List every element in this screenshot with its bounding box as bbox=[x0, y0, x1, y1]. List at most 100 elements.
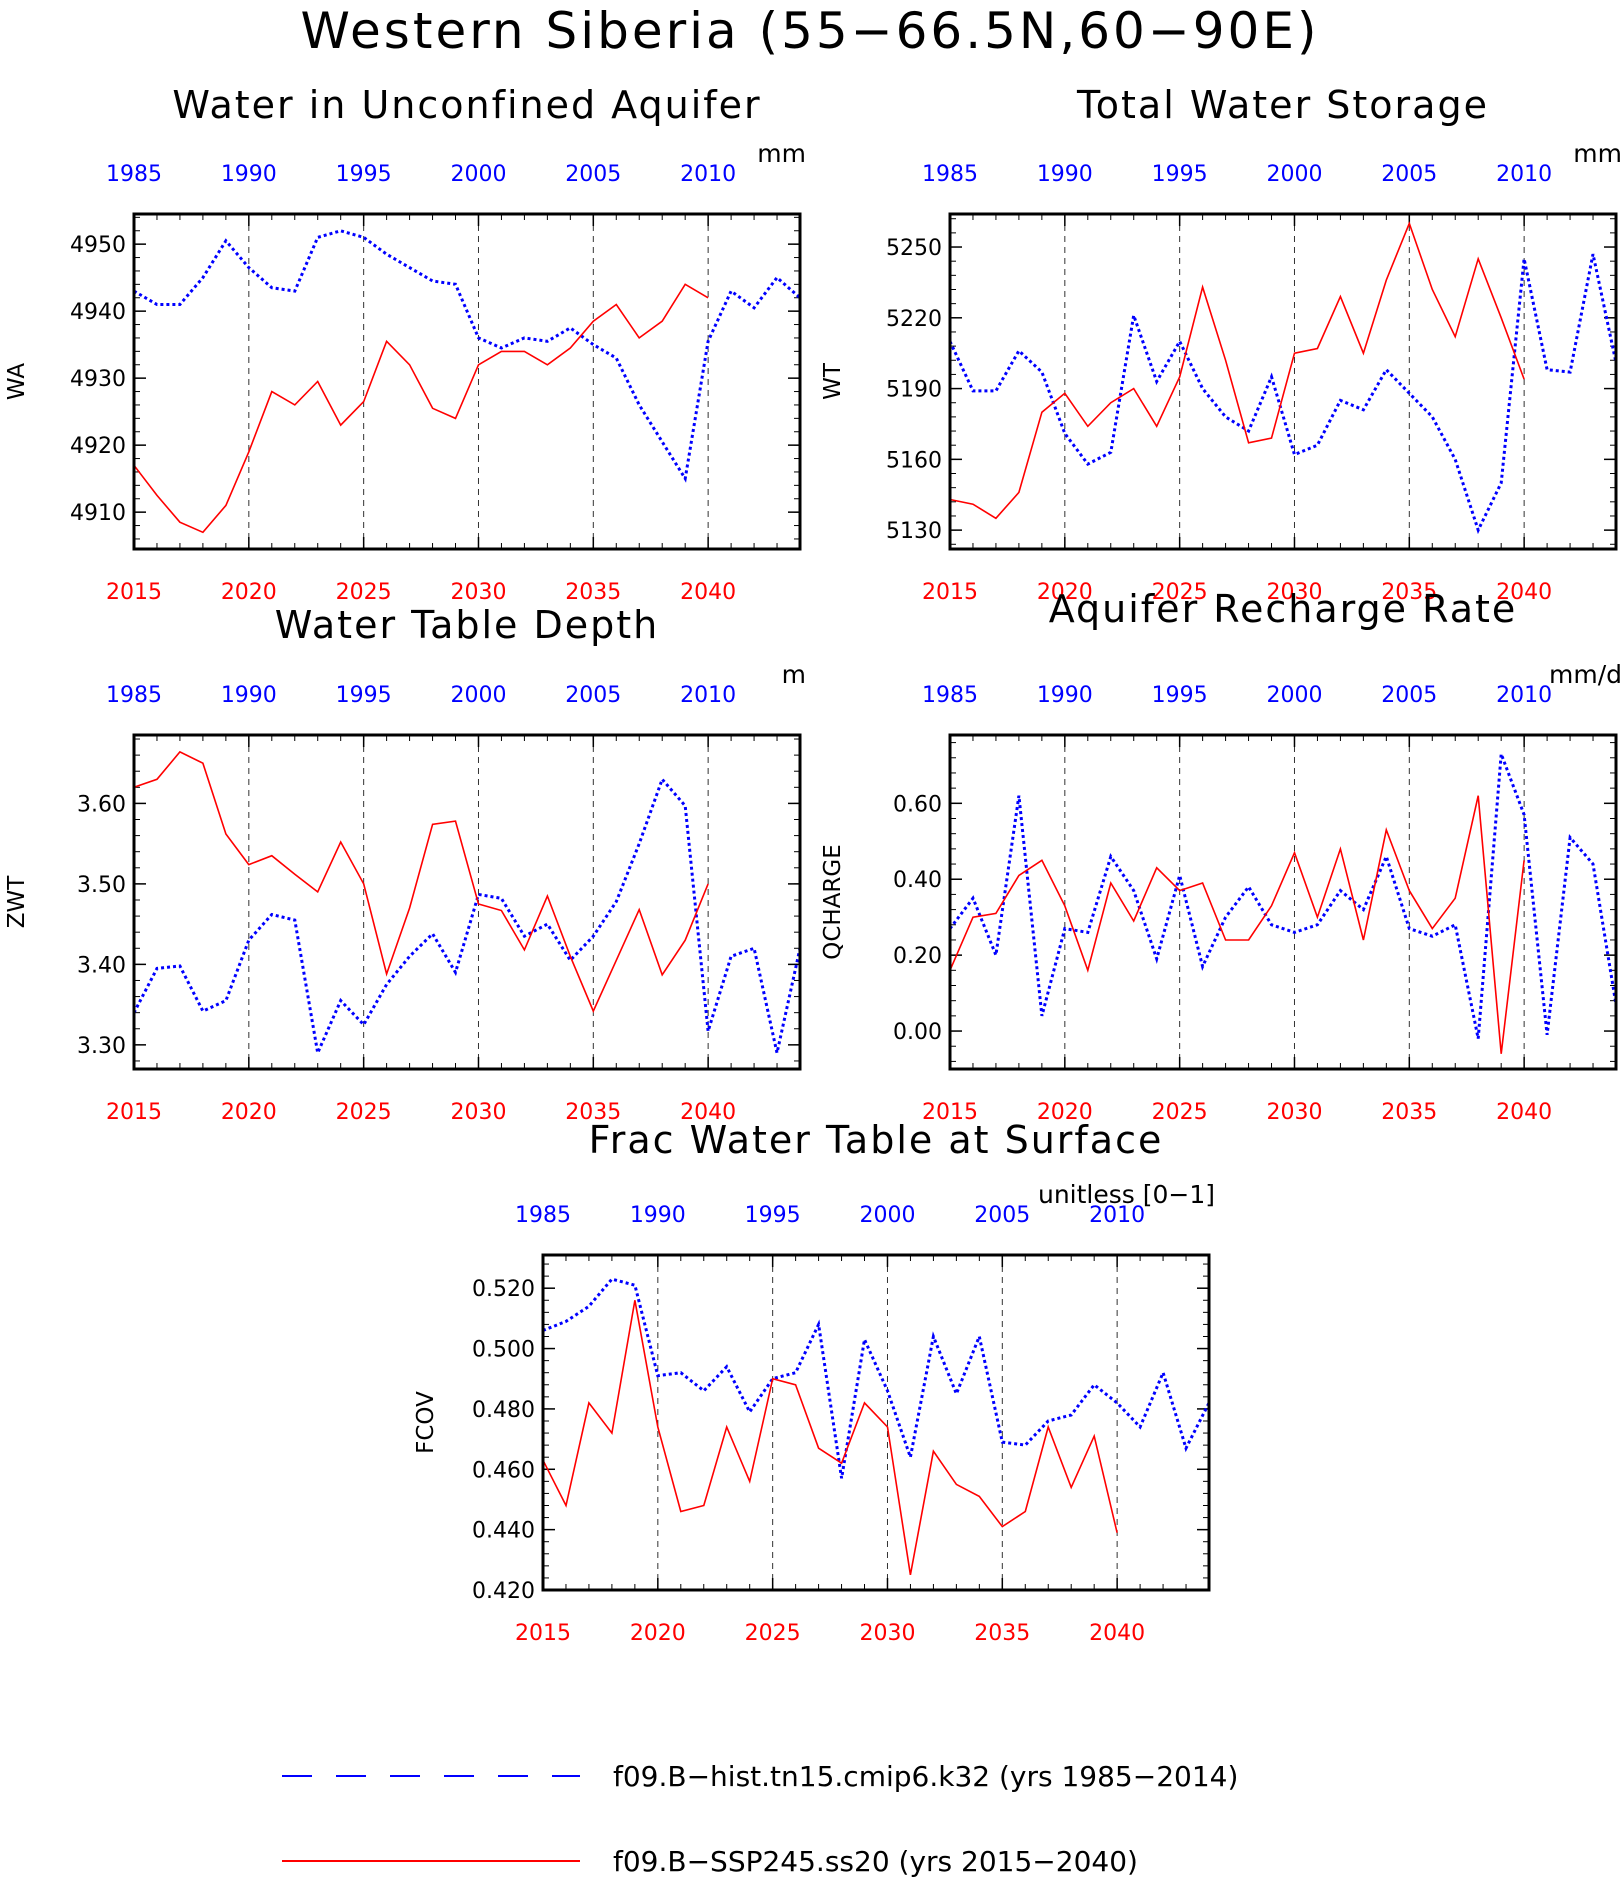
y-tick-label: 3.60 bbox=[77, 792, 126, 817]
figure-title: Western Siberia (55−66.5N,60−90E) bbox=[301, 2, 1320, 60]
x-top-tick-label: 2005 bbox=[565, 683, 621, 708]
x-top-tick-label: 2000 bbox=[1266, 162, 1322, 187]
y-tick-label: 0.60 bbox=[893, 792, 942, 817]
series-line-ssp bbox=[949, 795, 1525, 1054]
y-axis-label: QCHARGE bbox=[820, 844, 846, 960]
x-top-tick-label: 1995 bbox=[1152, 683, 1208, 708]
x-top-tick-label: 2010 bbox=[1496, 683, 1552, 708]
panel-4: Frac Water Table at Surface unitless [0−1… bbox=[413, 1118, 1215, 1646]
x-bottom-tick-label: 2025 bbox=[1152, 580, 1208, 605]
series-line-hist bbox=[133, 229, 801, 483]
x-bottom-tick-label: 2035 bbox=[1381, 1100, 1437, 1125]
x-bottom-tick-label: 2025 bbox=[1152, 1100, 1208, 1125]
y-tick-label: 3.30 bbox=[77, 1034, 126, 1059]
x-top-tick-label: 2005 bbox=[565, 162, 621, 187]
y-tick-label: 0.440 bbox=[472, 1519, 535, 1544]
panel-title: Aquifer Recharge Rate bbox=[1049, 587, 1518, 631]
x-top-tick-label: 1985 bbox=[515, 1203, 571, 1228]
x-bottom-tick-label: 2025 bbox=[336, 580, 392, 605]
series-line-hist bbox=[132, 776, 802, 1059]
units-label: mm bbox=[1573, 139, 1621, 168]
x-bottom-tick-label: 2035 bbox=[1381, 580, 1437, 605]
x-top-tick-label: 1995 bbox=[1152, 162, 1208, 187]
x-top-tick-label: 2005 bbox=[1381, 162, 1437, 187]
plot-frame bbox=[948, 733, 1618, 1071]
y-tick-label: 0.40 bbox=[893, 868, 942, 893]
plot-frame bbox=[132, 212, 802, 551]
x-top-tick-label: 2005 bbox=[974, 1203, 1030, 1228]
y-tick-label: 0.20 bbox=[893, 944, 942, 969]
x-bottom-tick-label: 2020 bbox=[630, 1621, 686, 1646]
x-top-tick-label: 2010 bbox=[680, 683, 736, 708]
legend-label-ssp: f09.B−SSP245.ss20 (yrs 2015−2040) bbox=[613, 1845, 1138, 1878]
y-tick-label: 0.420 bbox=[472, 1579, 535, 1604]
x-bottom-tick-label: 2025 bbox=[336, 1100, 392, 1125]
units-label: unitless [0−1] bbox=[1038, 1180, 1215, 1209]
series-line-ssp bbox=[133, 750, 709, 1014]
x-bottom-tick-label: 2020 bbox=[1037, 1100, 1093, 1125]
series-line-ssp bbox=[542, 1300, 1118, 1576]
units-label: mm bbox=[757, 139, 806, 168]
x-top-tick-label: 2010 bbox=[680, 162, 736, 187]
x-top-tick-label: 2000 bbox=[1266, 683, 1322, 708]
x-bottom-tick-label: 2040 bbox=[680, 580, 736, 605]
legend: f09.B−hist.tn15.cmip6.k32 (yrs 1985−2014… bbox=[282, 1760, 1238, 1878]
x-top-tick-label: 2000 bbox=[859, 1203, 915, 1228]
x-top-tick-label: 2005 bbox=[1381, 683, 1437, 708]
x-bottom-tick-label: 2040 bbox=[680, 1100, 736, 1125]
x-top-tick-label: 1990 bbox=[1037, 683, 1093, 708]
y-tick-label: 3.40 bbox=[77, 953, 126, 978]
x-bottom-tick-label: 2020 bbox=[1037, 580, 1093, 605]
y-tick-label: 5220 bbox=[886, 307, 942, 332]
y-tick-label: 0.480 bbox=[472, 1398, 535, 1423]
x-bottom-tick-label: 2030 bbox=[859, 1621, 915, 1646]
x-bottom-tick-label: 2015 bbox=[106, 1100, 162, 1125]
plot-frame bbox=[132, 733, 802, 1071]
x-top-tick-label: 1990 bbox=[221, 683, 277, 708]
x-top-tick-label: 2010 bbox=[1496, 162, 1552, 187]
x-top-tick-label: 2000 bbox=[450, 683, 506, 708]
x-top-tick-label: 1985 bbox=[106, 162, 162, 187]
x-bottom-tick-label: 2040 bbox=[1496, 1100, 1552, 1125]
x-top-tick-label: 1985 bbox=[106, 683, 162, 708]
y-tick-label: 0.00 bbox=[893, 1020, 942, 1045]
x-bottom-tick-label: 2040 bbox=[1496, 580, 1552, 605]
x-bottom-tick-label: 2030 bbox=[1266, 1100, 1322, 1125]
y-axis-label: ZWT bbox=[4, 875, 30, 928]
x-top-tick-label: 1985 bbox=[922, 162, 978, 187]
x-bottom-tick-label: 2015 bbox=[515, 1621, 571, 1646]
panel-1: Total Water Storage mm WT 5130 5160 5190 5220 5… bbox=[820, 83, 1621, 605]
x-top-tick-label: 2000 bbox=[450, 162, 506, 187]
panel-2: Water Table Depth m ZWT 3.30 3.40 3.50 3.60 201… bbox=[4, 603, 806, 1125]
panel-title: Total Water Storage bbox=[1076, 83, 1489, 127]
panel-0: Water in Unconfined Aquifer mm WA 4910 4920 4… bbox=[4, 83, 806, 605]
x-top-tick-label: 1995 bbox=[336, 683, 392, 708]
y-tick-label: 5130 bbox=[886, 519, 942, 544]
y-tick-label: 5190 bbox=[886, 378, 942, 403]
x-top-tick-label: 1990 bbox=[630, 1203, 686, 1228]
x-bottom-tick-label: 2020 bbox=[221, 1100, 277, 1125]
y-axis-label: WT bbox=[820, 362, 846, 400]
panels-container: Water in Unconfined Aquifer mm WA 4910 4920 4… bbox=[4, 83, 1621, 1646]
series-line-ssp bbox=[133, 283, 709, 534]
y-axis-label: WA bbox=[4, 363, 30, 400]
x-bottom-tick-label: 2015 bbox=[922, 580, 978, 605]
y-tick-label: 0.500 bbox=[472, 1338, 535, 1363]
y-tick-label: 5250 bbox=[886, 236, 942, 261]
x-bottom-tick-label: 2030 bbox=[450, 1100, 506, 1125]
plot-frame bbox=[541, 1253, 1211, 1592]
y-tick-label: 3.50 bbox=[77, 873, 126, 898]
x-top-tick-label: 1985 bbox=[922, 683, 978, 708]
x-bottom-tick-label: 2035 bbox=[565, 580, 621, 605]
legend-label-hist: f09.B−hist.tn15.cmip6.k32 (yrs 1985−2014… bbox=[613, 1760, 1238, 1793]
series-line-hist bbox=[542, 1277, 1211, 1479]
y-axis-label: FCOV bbox=[413, 1391, 439, 1454]
units-label: mm/d bbox=[1549, 660, 1621, 689]
panel-title: Frac Water Table at Surface bbox=[589, 1118, 1164, 1162]
x-bottom-tick-label: 2035 bbox=[565, 1100, 621, 1125]
x-bottom-tick-label: 2035 bbox=[974, 1621, 1030, 1646]
units-label: m bbox=[782, 660, 806, 689]
series-line-ssp bbox=[949, 221, 1525, 520]
y-tick-label: 4930 bbox=[70, 367, 126, 392]
y-tick-label: 4920 bbox=[70, 434, 126, 459]
